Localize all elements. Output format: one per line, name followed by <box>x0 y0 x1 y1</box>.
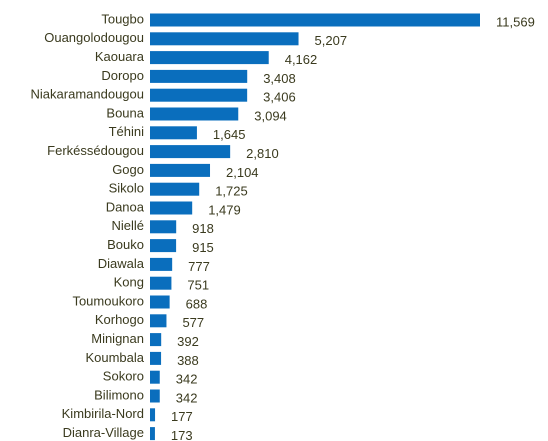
bar <box>150 314 167 328</box>
value-label: 777 <box>188 259 210 274</box>
bar <box>150 427 155 441</box>
category-label: Kimbirila-Nord <box>62 406 144 421</box>
value-label: 918 <box>192 221 214 236</box>
category-label: Gogo <box>112 162 144 177</box>
bar <box>150 69 248 83</box>
bar <box>150 370 160 384</box>
bar <box>150 351 162 365</box>
category-label: Kaouara <box>95 49 145 64</box>
category-label: Korhogo <box>95 312 144 327</box>
category-label: Bouko <box>107 237 144 252</box>
category-label: Dianra-Village <box>63 425 144 440</box>
category-label: Téhini <box>109 124 145 139</box>
bar <box>150 88 248 102</box>
bar <box>150 145 231 159</box>
bar <box>150 276 172 290</box>
category-label: Koumbala <box>85 350 144 365</box>
value-label: 1,479 <box>208 202 241 217</box>
category-label: Niellé <box>111 218 144 233</box>
category-label: Minignan <box>91 331 144 346</box>
value-label: 1,725 <box>215 184 248 199</box>
category-label: Danoa <box>106 199 145 214</box>
value-label: 751 <box>187 278 209 293</box>
value-label: 915 <box>192 240 214 255</box>
category-label: Diawala <box>98 256 145 271</box>
value-label: 3,094 <box>254 108 287 123</box>
category-label: Toumoukoro <box>72 293 144 308</box>
category-label: Sokoro <box>103 369 144 384</box>
bar <box>150 295 170 309</box>
value-label: 11,569 <box>496 14 535 29</box>
category-label: Ferkéssédougou <box>47 143 144 158</box>
category-label: Bouna <box>106 105 144 120</box>
value-label: 392 <box>177 334 199 349</box>
value-label: 1,645 <box>213 127 246 142</box>
category-label: Kong <box>114 275 144 290</box>
value-label: 2,104 <box>226 165 259 180</box>
bar <box>150 220 177 234</box>
category-label: Doropo <box>101 68 144 83</box>
bar <box>150 13 480 27</box>
bar <box>150 51 269 65</box>
value-label: 577 <box>182 315 204 330</box>
value-label: 388 <box>177 353 199 368</box>
category-label: Sikolo <box>109 181 144 196</box>
bar <box>150 257 173 271</box>
bar <box>150 32 299 46</box>
bar <box>150 239 177 253</box>
bar <box>150 201 193 215</box>
bar <box>150 408 156 422</box>
value-label: 342 <box>176 390 198 405</box>
value-label: 2,810 <box>246 146 279 161</box>
bar <box>150 163 211 177</box>
value-label: 4,162 <box>285 52 318 67</box>
category-label: Tougbo <box>101 11 144 26</box>
value-label: 5,207 <box>315 33 348 48</box>
value-label: 177 <box>171 409 193 424</box>
bar <box>150 126 197 140</box>
value-label: 342 <box>176 372 198 387</box>
value-label: 3,408 <box>263 71 296 86</box>
value-label: 688 <box>186 296 208 311</box>
bar <box>150 333 162 347</box>
category-label: Niakaramandougou <box>31 87 144 102</box>
category-label: Bilimono <box>94 387 144 402</box>
category-label: Ouangolodougou <box>44 30 144 45</box>
bar <box>150 389 160 403</box>
bar <box>150 182 200 196</box>
value-label: 3,406 <box>263 90 296 105</box>
bar <box>150 107 239 121</box>
value-label: 173 <box>171 428 193 441</box>
